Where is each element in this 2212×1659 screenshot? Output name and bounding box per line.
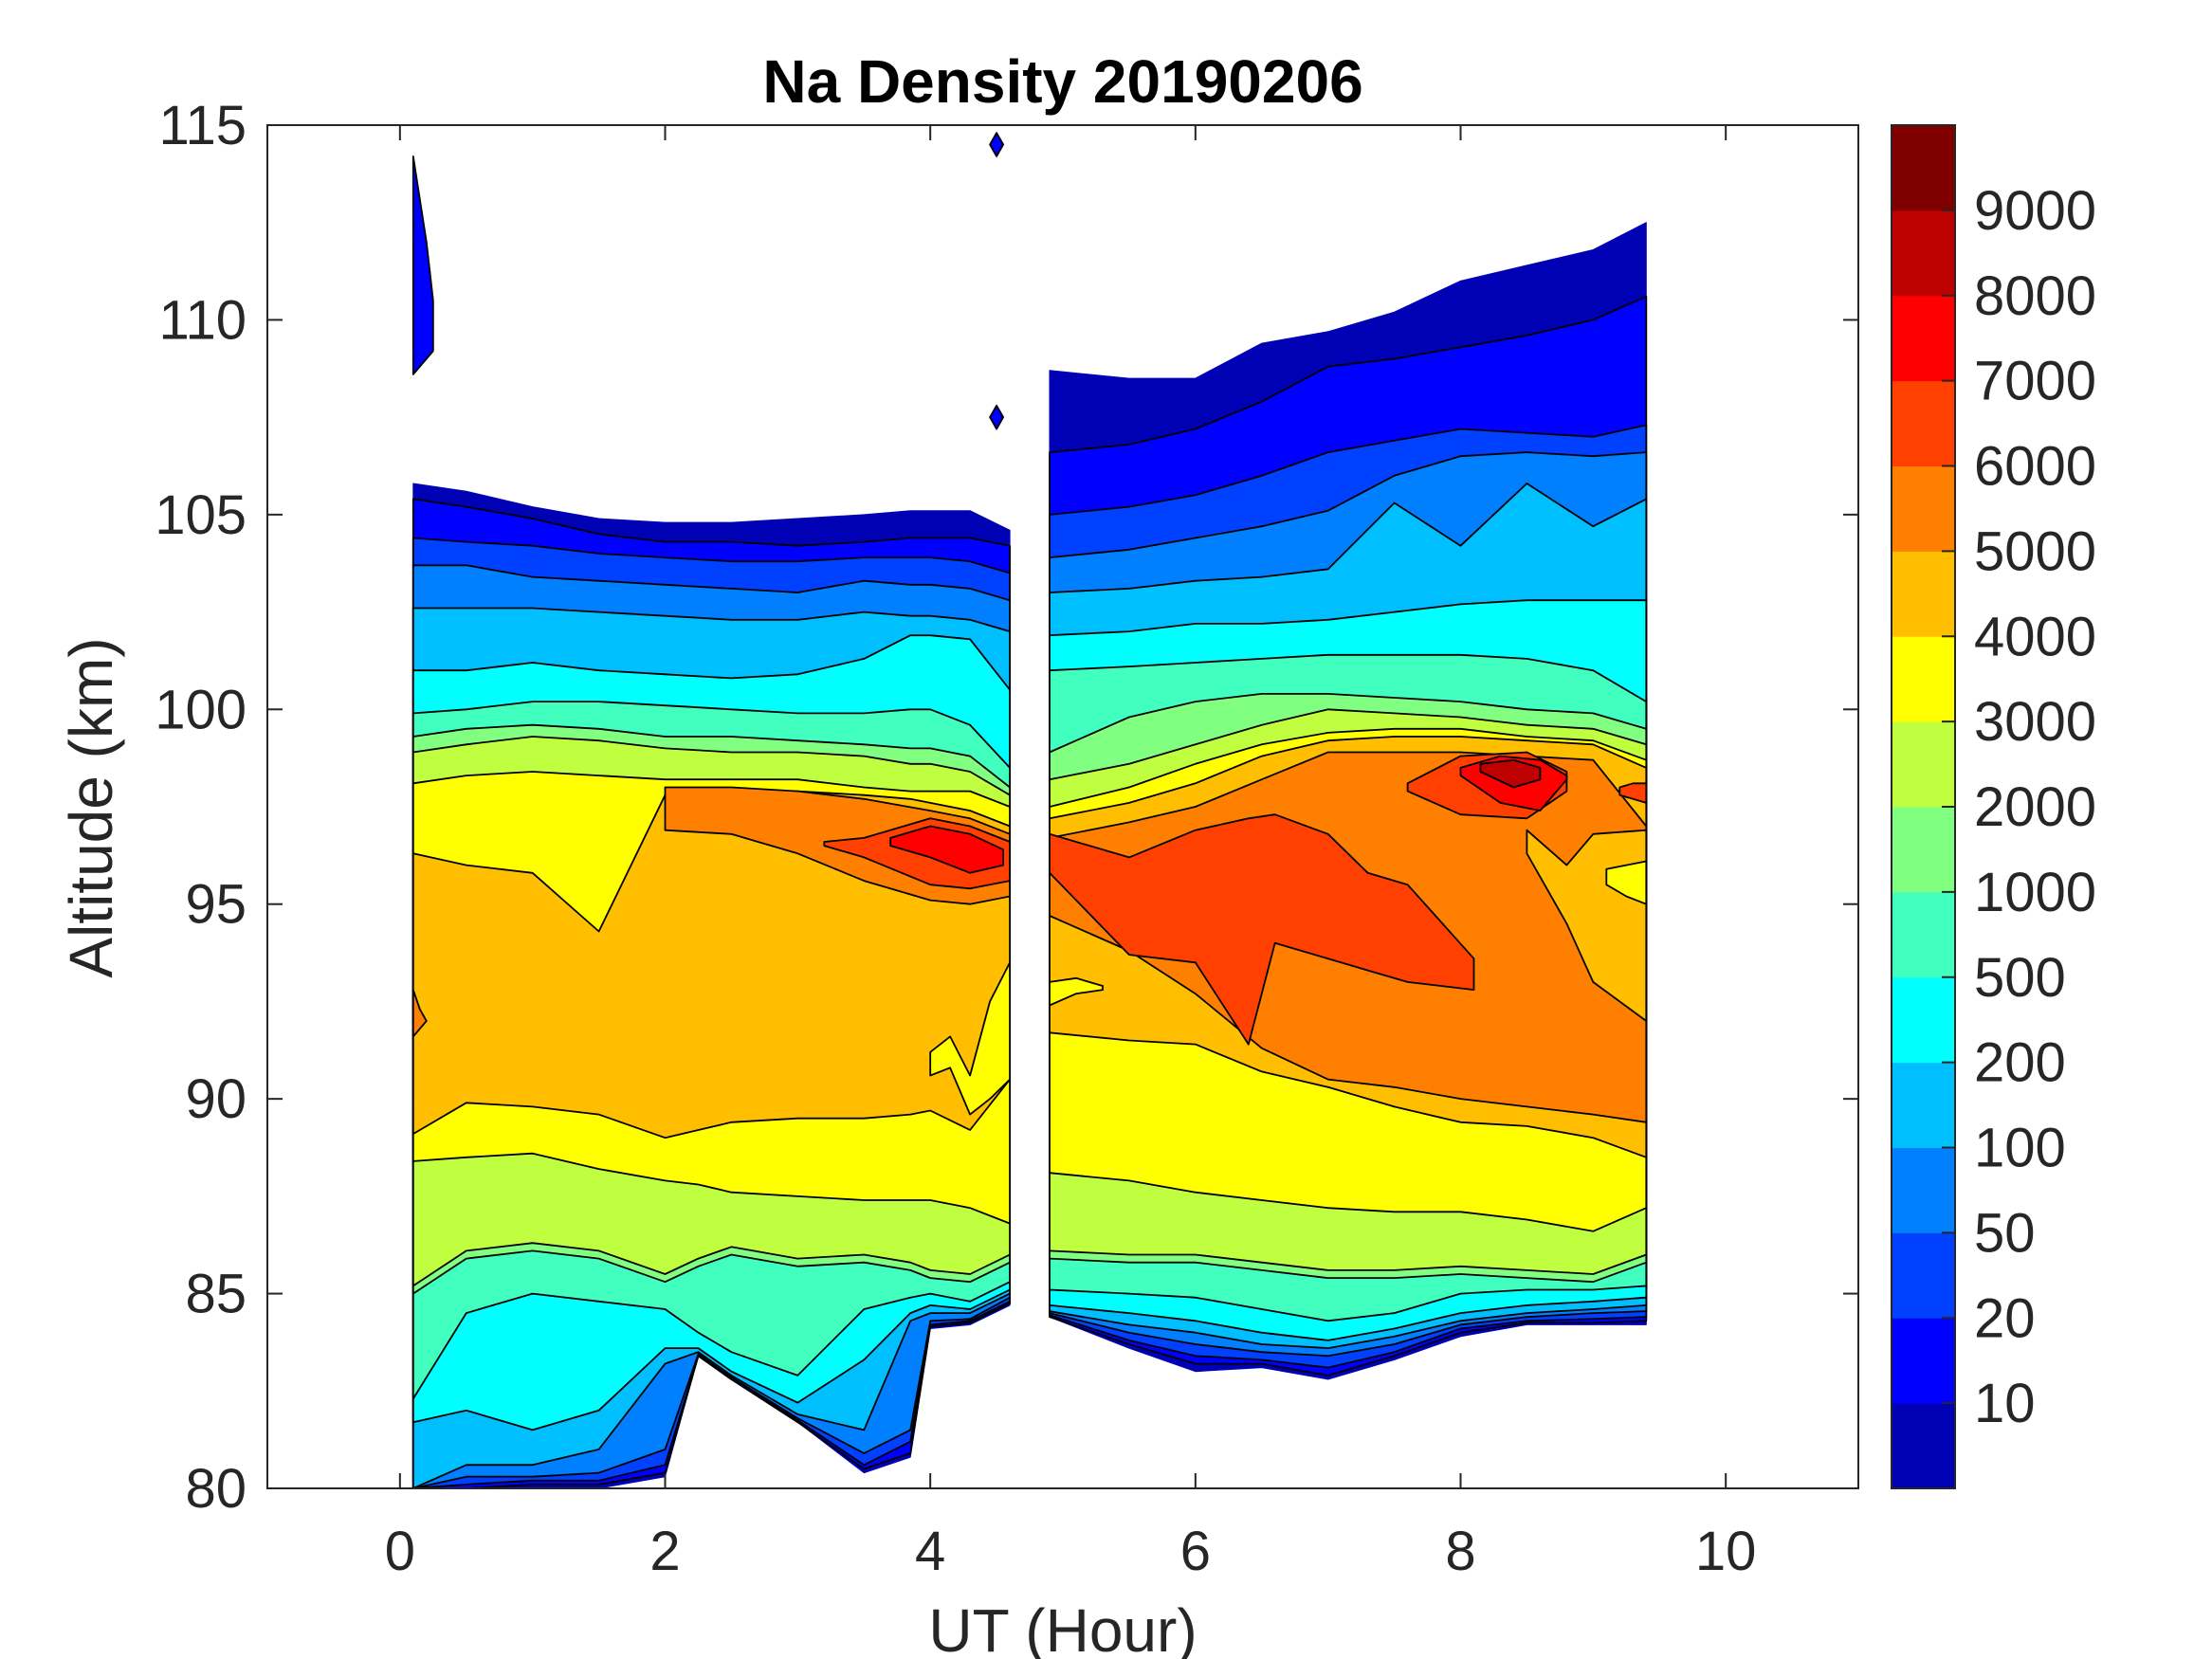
colorbar-label: 100	[1974, 1118, 2066, 1179]
colorbar-label: 7000	[1974, 351, 2096, 412]
contour-patch-level-9	[929, 961, 1011, 1116]
y-tick-label: 115	[159, 95, 247, 156]
colorbar-label: 8000	[1974, 265, 2096, 327]
contour-patch-level-1	[411, 155, 434, 375]
colorbar-swatch	[1892, 380, 1955, 466]
colorbar-label: 20	[1974, 1287, 2036, 1349]
colorbar-label: 1000	[1974, 862, 2096, 923]
colorbar-swatch	[1892, 1318, 1955, 1404]
y-tick-label: 110	[159, 289, 247, 351]
colorbar-swatch	[1892, 465, 1955, 552]
x-tick-label: 2	[649, 1521, 680, 1582]
contour-patch-level-1	[989, 132, 1004, 157]
colorbar-swatch	[1892, 1062, 1955, 1148]
contour-patch-level-11	[411, 989, 428, 1038]
colorbar-swatch	[1892, 1232, 1955, 1319]
colorbar-swatch	[1892, 210, 1955, 297]
y-axis-label: Altitude (km)	[57, 637, 125, 977]
colorbar-label: 9000	[1974, 180, 2096, 242]
contour-patch-level-14	[1479, 758, 1542, 789]
axis-ticks: 0 2 4 6 8 10 80 85 90 95 100 105 110 115	[155, 95, 1858, 1582]
colorbar-label: 4000	[1974, 606, 2096, 667]
colorbar-label: 10	[1974, 1373, 2036, 1434]
colorbar-swatch	[1892, 891, 1955, 978]
chart-title: Na Density 20190206	[762, 47, 1362, 116]
contour-patch-level-12	[1618, 782, 1648, 804]
colorbar-label: 2000	[1974, 776, 2096, 838]
plot-area	[411, 132, 1648, 1488]
colorbar-swatch	[1892, 1147, 1955, 1233]
contour-patch-level-12	[1049, 813, 1475, 1046]
y-tick-label: 80	[185, 1458, 247, 1520]
colorbar-swatch	[1892, 976, 1955, 1064]
x-axis-label: UT (Hour)	[928, 1596, 1197, 1659]
contour-patch-level-9	[1605, 860, 1648, 905]
y-tick-label: 85	[185, 1264, 247, 1325]
colorbar-swatch	[1892, 125, 1955, 211]
colorbar-swatch	[1892, 295, 1955, 382]
y-tick-label: 100	[155, 679, 247, 740]
contour-patch-level-13	[889, 825, 1004, 874]
colorbar-swatch	[1892, 551, 1955, 637]
x-tick-label: 6	[1180, 1521, 1211, 1582]
contour-patch-level-9	[1049, 976, 1104, 1007]
x-tick-label: 8	[1445, 1521, 1475, 1582]
colorbar-swatch	[1892, 1403, 1955, 1489]
colorbar-label: 5000	[1974, 520, 2096, 582]
colorbar-label: 6000	[1974, 436, 2096, 498]
colorbar-label: 3000	[1974, 691, 2096, 753]
x-tick-label: 10	[1695, 1521, 1757, 1582]
x-tick-label: 0	[385, 1521, 415, 1582]
colorbar-label: 200	[1974, 1032, 2066, 1094]
colorbar-swatch	[1892, 636, 1955, 722]
colorbar-swatch	[1892, 721, 1955, 808]
colorbar-swatch	[1892, 807, 1955, 893]
colorbar: 10 20 50 100 200 500 1000 2000 3000 4000 5000 6000 7…	[1891, 124, 2096, 1489]
axes-box	[266, 124, 1859, 1489]
y-tick-label: 90	[185, 1068, 247, 1130]
colorbar-label: 500	[1974, 947, 2066, 1009]
x-tick-label: 4	[915, 1521, 945, 1582]
colorbar-label: 50	[1974, 1202, 2036, 1264]
y-tick-label: 95	[185, 874, 247, 936]
contour-patch-level-1	[989, 404, 1004, 430]
y-tick-label: 105	[155, 484, 247, 546]
